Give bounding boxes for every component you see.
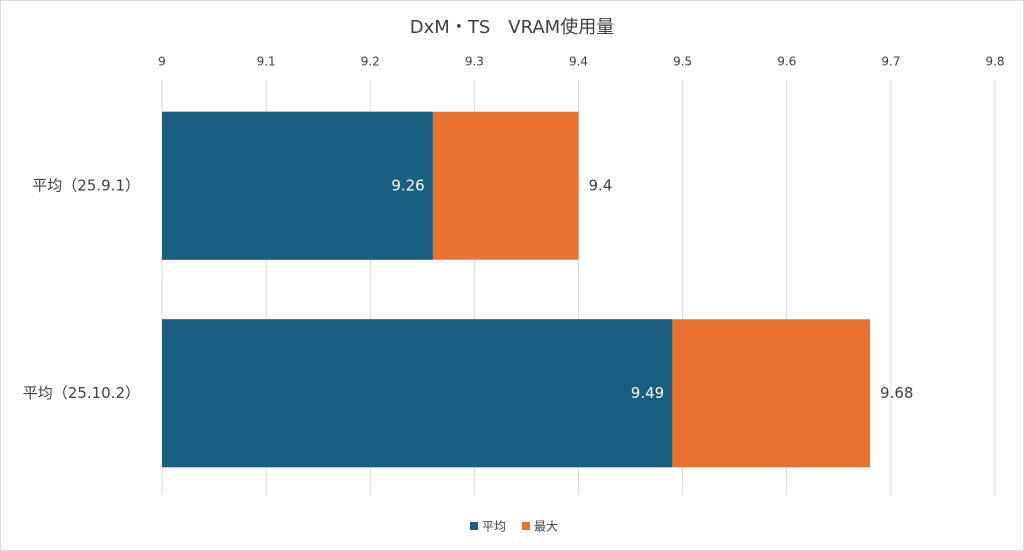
legend-swatch <box>522 522 531 530</box>
legend-swatch <box>470 522 478 530</box>
y-tick-label: 平均（25.9.1） <box>32 176 140 194</box>
x-tick-label: 9 <box>158 55 166 69</box>
x-tick-label: 9.8 <box>985 55 1004 69</box>
x-tick-label: 9.3 <box>465 55 484 69</box>
legend-label: 最大 <box>534 520 558 534</box>
chart-title: DxM・TS VRAM使用量 <box>410 17 614 38</box>
x-tick-label: 9.7 <box>881 55 900 69</box>
x-tick-label: 9.1 <box>257 55 276 69</box>
x-tick-label: 9.4 <box>569 55 588 69</box>
data-label: 9.49 <box>631 384 664 402</box>
data-label: 9.4 <box>589 176 613 194</box>
data-label: 9.26 <box>391 176 424 194</box>
x-tick-label: 9.2 <box>361 55 380 69</box>
x-tick-label: 9.6 <box>777 55 796 69</box>
bar <box>162 319 673 468</box>
legend-label: 平均 <box>482 520 506 534</box>
y-tick-label: 平均（25.10.2） <box>23 384 140 402</box>
bar <box>162 111 433 260</box>
x-tick-label: 9.5 <box>673 55 692 69</box>
data-label: 9.68 <box>880 384 913 402</box>
